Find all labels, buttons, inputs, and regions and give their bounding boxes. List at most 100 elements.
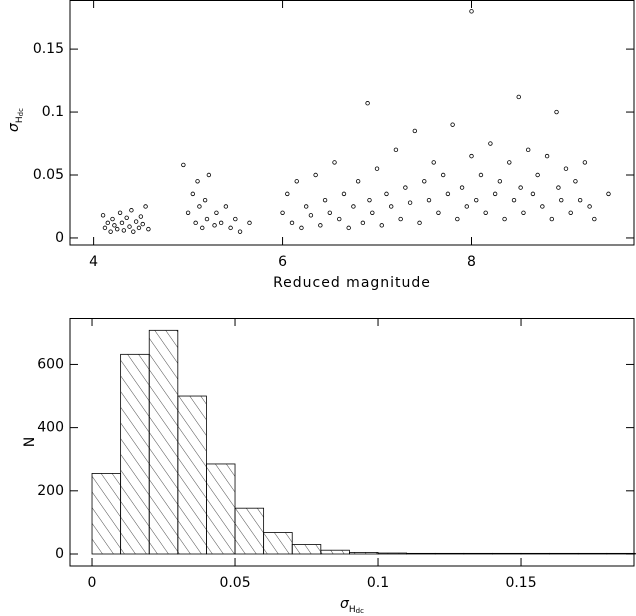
data-point bbox=[393, 147, 399, 153]
data-point bbox=[554, 109, 559, 115]
data-point bbox=[518, 185, 523, 190]
data-point bbox=[327, 210, 332, 215]
histogram-bar bbox=[577, 552, 608, 555]
data-point bbox=[426, 197, 432, 203]
data-point bbox=[212, 223, 217, 228]
data-point bbox=[525, 147, 531, 153]
data-point bbox=[351, 204, 356, 209]
data-point bbox=[108, 229, 113, 234]
label-sub: H bbox=[15, 116, 25, 123]
data-point bbox=[389, 204, 394, 209]
data-point bbox=[115, 226, 120, 232]
x-axis-label: Reduced magnitude bbox=[273, 275, 431, 291]
data-point bbox=[308, 213, 314, 218]
data-point bbox=[417, 220, 422, 226]
label-symbol: σ bbox=[340, 596, 350, 612]
data-point bbox=[346, 225, 351, 231]
data-point bbox=[318, 223, 323, 228]
data-point bbox=[133, 219, 139, 224]
data-point bbox=[195, 179, 200, 184]
data-point bbox=[521, 210, 526, 215]
data-point bbox=[516, 94, 521, 100]
histogram-bar bbox=[320, 549, 350, 555]
data-point bbox=[181, 162, 186, 168]
data-point bbox=[105, 220, 110, 226]
data-point bbox=[459, 185, 465, 190]
data-point bbox=[577, 197, 583, 203]
data-point bbox=[355, 179, 361, 184]
data-point bbox=[190, 191, 196, 197]
data-point bbox=[121, 228, 127, 233]
y-tick-label: 0.15 bbox=[33, 41, 64, 57]
data-point bbox=[450, 122, 455, 127]
data-point bbox=[398, 216, 403, 222]
data-point bbox=[455, 216, 460, 222]
data-point bbox=[299, 225, 304, 231]
data-point bbox=[129, 208, 134, 213]
x-tick-label: 0.1 bbox=[367, 575, 389, 591]
x-tick-label: 0.05 bbox=[219, 575, 250, 591]
data-point bbox=[431, 160, 436, 165]
plot-frame bbox=[69, 318, 635, 567]
data-point bbox=[403, 185, 408, 190]
plot-frame bbox=[69, 0, 635, 246]
data-point bbox=[289, 220, 295, 226]
x-tick-label: 0 bbox=[88, 575, 97, 591]
histogram-bar bbox=[120, 353, 150, 555]
data-point bbox=[127, 224, 132, 229]
data-point bbox=[573, 179, 578, 184]
data-point bbox=[384, 191, 389, 197]
data-point bbox=[549, 216, 555, 222]
histogram-bar bbox=[291, 544, 322, 555]
data-point bbox=[341, 191, 347, 197]
data-point bbox=[117, 210, 123, 215]
y-tick-label: 400 bbox=[37, 420, 64, 436]
data-point bbox=[563, 166, 569, 171]
data-point bbox=[223, 204, 229, 209]
data-point bbox=[497, 179, 503, 184]
data-point bbox=[146, 226, 151, 232]
data-point bbox=[556, 185, 561, 190]
data-point bbox=[365, 101, 370, 106]
data-point bbox=[112, 223, 117, 228]
data-point bbox=[511, 197, 517, 203]
data-point bbox=[185, 210, 191, 215]
data-point bbox=[119, 220, 125, 226]
data-point bbox=[540, 204, 545, 209]
data-point bbox=[412, 128, 418, 134]
data-point bbox=[507, 160, 512, 165]
histogram-bar bbox=[434, 552, 465, 555]
y-tick-label: 0 bbox=[55, 230, 64, 246]
data-point bbox=[422, 179, 427, 184]
data-point bbox=[214, 210, 219, 215]
data-point bbox=[313, 172, 318, 178]
histogram-bar bbox=[549, 552, 579, 555]
histogram-bar bbox=[148, 329, 179, 555]
data-point bbox=[202, 197, 208, 203]
histogram-bar bbox=[177, 395, 207, 555]
x-tick-label: 0.15 bbox=[505, 575, 536, 591]
data-point bbox=[193, 220, 198, 226]
data-point bbox=[469, 153, 474, 159]
data-point bbox=[587, 204, 592, 209]
data-point bbox=[592, 216, 597, 222]
data-point bbox=[492, 191, 498, 197]
data-point bbox=[367, 197, 372, 203]
data-point bbox=[143, 204, 148, 209]
data-point bbox=[559, 197, 564, 203]
data-point bbox=[445, 191, 451, 197]
data-point bbox=[337, 216, 342, 222]
data-point bbox=[228, 225, 233, 231]
data-point bbox=[294, 179, 299, 184]
data-point bbox=[436, 210, 441, 215]
data-point bbox=[280, 210, 285, 215]
data-point bbox=[110, 216, 115, 222]
data-point bbox=[136, 225, 142, 231]
y-tick-label: 0.1 bbox=[42, 104, 64, 120]
histogram-bar bbox=[377, 552, 408, 555]
data-point bbox=[478, 172, 484, 178]
data-point bbox=[374, 166, 380, 171]
x-tick-label: 4 bbox=[89, 254, 98, 270]
data-point bbox=[303, 204, 309, 209]
